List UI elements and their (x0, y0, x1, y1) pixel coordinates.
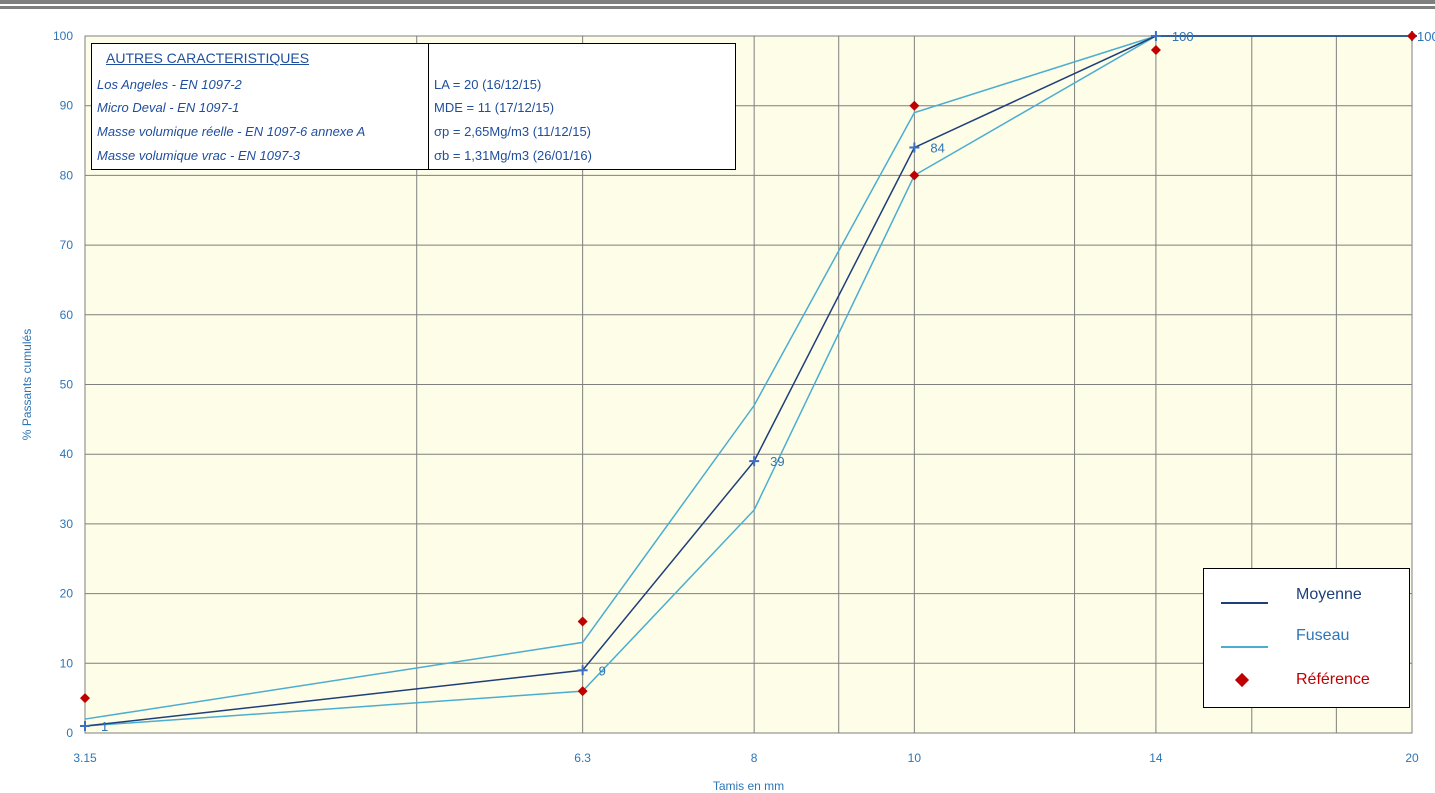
reference-point (1407, 31, 1417, 41)
y-tick-label: 60 (60, 308, 74, 322)
row-value-micro-deval: MDE = 11 (17/12/15) (434, 100, 555, 115)
moyenne-point (577, 665, 588, 676)
moyenne-line (84, 35, 1412, 727)
y-tick-label: 0 (66, 726, 73, 740)
x-axis-label: Tamis en mm (713, 779, 784, 793)
y-tick-label: 40 (60, 447, 74, 461)
moyenne-point (749, 456, 760, 467)
x-tick-label: 8 (751, 751, 758, 765)
reference-point (1150, 44, 1161, 55)
grid (84, 35, 1413, 734)
moyenne-data-label: 9 (599, 663, 606, 678)
characteristics-box: AUTRES CARACTERISTIQUES Los Angeles - EN… (91, 43, 736, 170)
legend-moyenne-swatch (1221, 602, 1268, 604)
moyenne-point (1150, 31, 1161, 41)
moyenne-data-label: 39 (770, 454, 784, 469)
reference-point (909, 100, 920, 111)
legend: Moyenne Fuseau Référence (1203, 568, 1410, 708)
data-labels: 1 9 39 84 100 100 (101, 29, 1435, 734)
x-axis-ticks: 3.15 6.3 8 10 14 20 (73, 751, 1419, 765)
box-title: AUTRES CARACTERISTIQUES (106, 50, 310, 66)
y-tick-label: 20 (60, 587, 74, 601)
header-rule-bottom (0, 6, 1435, 9)
reference-point (577, 686, 588, 697)
row-label-masse-vrac: Masse volumique vrac - EN 1097-3 (97, 148, 301, 163)
legend-fuseau-label: Fuseau (1296, 627, 1350, 644)
moyenne-point (80, 721, 90, 732)
reference-point (80, 693, 90, 704)
moyenne-data-label: 84 (930, 141, 944, 156)
y-tick-label: 50 (60, 378, 74, 392)
y-tick-label: 30 (60, 517, 74, 531)
moyenne-data-label: 1 (101, 719, 108, 734)
row-label-micro-deval: Micro Deval - EN 1097-1 (97, 100, 240, 115)
x-tick-label: 20 (1405, 751, 1419, 765)
x-tick-label: 14 (1149, 751, 1163, 765)
box-divider (428, 44, 429, 169)
x-tick-label: 3.15 (73, 751, 97, 765)
end-data-label: 100 (1417, 29, 1435, 44)
y-axis-ticks: 0 10 20 30 40 50 60 70 80 90 100 (53, 29, 73, 740)
moyenne-point (909, 142, 920, 153)
row-value-masse-vrac: σb = 1,31Mg/m3 (26/01/16) (434, 148, 592, 163)
y-tick-label: 90 (60, 99, 74, 113)
row-value-masse-reelle: σp = 2,65Mg/m3 (11/12/15) (434, 124, 592, 139)
y-axis-label: % Passants cumulés (20, 329, 34, 440)
reference-point (909, 170, 920, 181)
header-rule-top (0, 0, 1435, 4)
row-value-los-angeles: LA = 20 (16/12/15) (434, 77, 542, 92)
y-tick-label: 10 (60, 656, 74, 670)
row-label-los-angeles: Los Angeles - EN 1097-2 (97, 77, 242, 92)
y-tick-label: 100 (53, 29, 73, 43)
x-tick-label: 10 (908, 751, 922, 765)
moyenne-data-label: 100 (1172, 29, 1194, 44)
row-label-masse-reelle: Masse volumique réelle - EN 1097-6 annex… (97, 124, 366, 139)
legend-reference-label: Référence (1296, 671, 1370, 688)
reference-point (577, 616, 588, 627)
legend-reference-swatch (1234, 672, 1250, 688)
series-layer (80, 31, 1417, 732)
y-tick-label: 80 (60, 168, 74, 182)
legend-fuseau-swatch (1221, 646, 1268, 648)
y-tick-label: 70 (60, 238, 74, 252)
legend-moyenne-label: Moyenne (1296, 586, 1362, 603)
x-tick-label: 6.3 (574, 751, 591, 765)
